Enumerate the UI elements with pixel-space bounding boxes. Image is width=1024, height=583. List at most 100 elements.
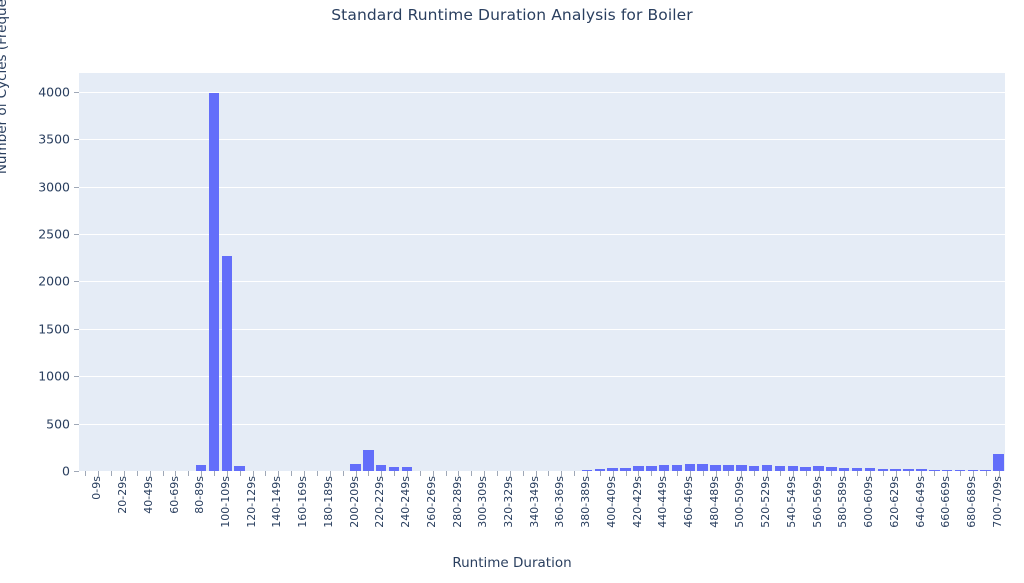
x-tick-mark bbox=[355, 471, 357, 476]
x-tick-mark bbox=[561, 471, 563, 476]
x-tick-mark bbox=[162, 471, 164, 476]
gridline bbox=[79, 423, 1005, 425]
bar bbox=[594, 468, 606, 471]
bar bbox=[954, 469, 966, 471]
bar bbox=[980, 469, 991, 471]
x-tick-label: 640-649s bbox=[913, 476, 927, 528]
x-tick-mark bbox=[471, 471, 473, 476]
y-tick-label: 0 bbox=[62, 463, 70, 479]
x-tick-label: 80-89s bbox=[193, 476, 207, 514]
bar bbox=[993, 454, 1004, 471]
x-tick-label: 320-329s bbox=[501, 476, 515, 528]
bar bbox=[813, 466, 824, 471]
x-tick-mark bbox=[677, 471, 679, 476]
x-tick-mark bbox=[252, 471, 254, 476]
bar bbox=[697, 464, 709, 471]
x-tick-label: 260-269s bbox=[424, 476, 438, 528]
y-tick-label: 1500 bbox=[38, 321, 70, 337]
bar-series bbox=[79, 73, 1005, 471]
y-tick-label: 500 bbox=[46, 416, 70, 432]
x-tick-mark bbox=[304, 471, 306, 476]
y-tick-mark bbox=[74, 471, 79, 472]
x-tick-label: 180-189s bbox=[321, 476, 335, 528]
bar bbox=[826, 467, 837, 471]
y-tick-label: 4000 bbox=[38, 84, 70, 100]
x-tick-mark bbox=[124, 471, 125, 476]
gridline bbox=[79, 139, 1005, 141]
chart-title: Standard Runtime Duration Analysis for B… bbox=[331, 6, 693, 24]
bar bbox=[723, 465, 734, 471]
gridline bbox=[79, 234, 1005, 236]
x-tick-mark bbox=[458, 471, 460, 476]
x-tick-label: 200-209s bbox=[347, 476, 361, 528]
bar bbox=[903, 469, 914, 471]
bar bbox=[684, 464, 696, 471]
x-tick-mark bbox=[419, 471, 421, 476]
x-tick-label: 500-509s bbox=[733, 476, 747, 528]
bar bbox=[787, 466, 799, 471]
bar bbox=[838, 467, 850, 471]
x-tick-mark bbox=[265, 471, 267, 476]
bar bbox=[607, 468, 618, 471]
x-tick-mark bbox=[985, 471, 987, 476]
x-tick-label: 380-389s bbox=[579, 476, 593, 528]
x-tick-mark bbox=[136, 471, 138, 476]
x-tick-label: 580-589s bbox=[836, 476, 850, 528]
y-tick-mark bbox=[74, 281, 79, 283]
x-tick-label: 240-249s bbox=[399, 476, 413, 528]
y-tick-mark bbox=[74, 91, 79, 93]
bar bbox=[774, 465, 786, 471]
x-tick-label: 600-609s bbox=[862, 476, 876, 528]
bar bbox=[620, 467, 631, 471]
gridline bbox=[79, 471, 1005, 472]
x-tick-label: 300-309s bbox=[476, 476, 490, 528]
x-tick-label: 140-149s bbox=[270, 476, 284, 528]
x-tick-mark bbox=[921, 471, 923, 476]
x-tick-label: 680-689s bbox=[964, 476, 978, 528]
x-tick-mark bbox=[445, 471, 447, 476]
x-tick-mark bbox=[509, 471, 511, 476]
x-tick-mark bbox=[895, 471, 897, 476]
x-tick-mark bbox=[844, 471, 846, 476]
gridline bbox=[79, 328, 1005, 330]
bar bbox=[350, 463, 361, 471]
x-tick-mark bbox=[188, 471, 190, 476]
x-tick-label: 480-489s bbox=[707, 476, 721, 528]
x-tick-mark bbox=[85, 471, 87, 476]
bar bbox=[877, 468, 889, 471]
x-tick-mark bbox=[908, 471, 910, 476]
x-tick-label: 520-529s bbox=[759, 476, 773, 528]
x-tick-mark bbox=[522, 471, 524, 476]
x-tick-mark bbox=[214, 471, 216, 476]
x-tick-mark bbox=[947, 471, 949, 476]
x-tick-mark bbox=[728, 471, 730, 476]
bar bbox=[748, 465, 760, 471]
bar bbox=[736, 465, 747, 471]
bar bbox=[581, 469, 593, 471]
x-tick-label: 40-49s bbox=[141, 476, 155, 514]
gridline bbox=[79, 91, 1005, 93]
x-tick-mark bbox=[857, 471, 859, 476]
bar bbox=[928, 469, 940, 471]
bar bbox=[221, 256, 233, 471]
x-tick-label: 0-9s bbox=[90, 476, 104, 500]
bar bbox=[401, 466, 413, 471]
bar bbox=[375, 465, 387, 471]
x-tick-mark bbox=[754, 471, 756, 476]
x-tick-label: 100-109s bbox=[219, 476, 233, 528]
x-tick-mark bbox=[998, 471, 1000, 476]
x-tick-label: 60-69s bbox=[167, 476, 181, 514]
x-tick-mark bbox=[201, 471, 203, 476]
bar bbox=[671, 465, 683, 471]
x-tick-mark bbox=[98, 471, 100, 476]
x-tick-mark bbox=[239, 471, 241, 476]
x-tick-mark bbox=[329, 471, 331, 476]
x-tick-mark bbox=[805, 471, 807, 476]
x-tick-label: 340-349s bbox=[527, 476, 541, 528]
bar bbox=[890, 469, 901, 471]
x-tick-mark bbox=[342, 471, 344, 476]
x-tick-mark bbox=[702, 471, 704, 476]
y-tick-label: 3000 bbox=[38, 179, 70, 195]
gridline bbox=[79, 376, 1005, 378]
x-tick-mark bbox=[587, 471, 588, 476]
